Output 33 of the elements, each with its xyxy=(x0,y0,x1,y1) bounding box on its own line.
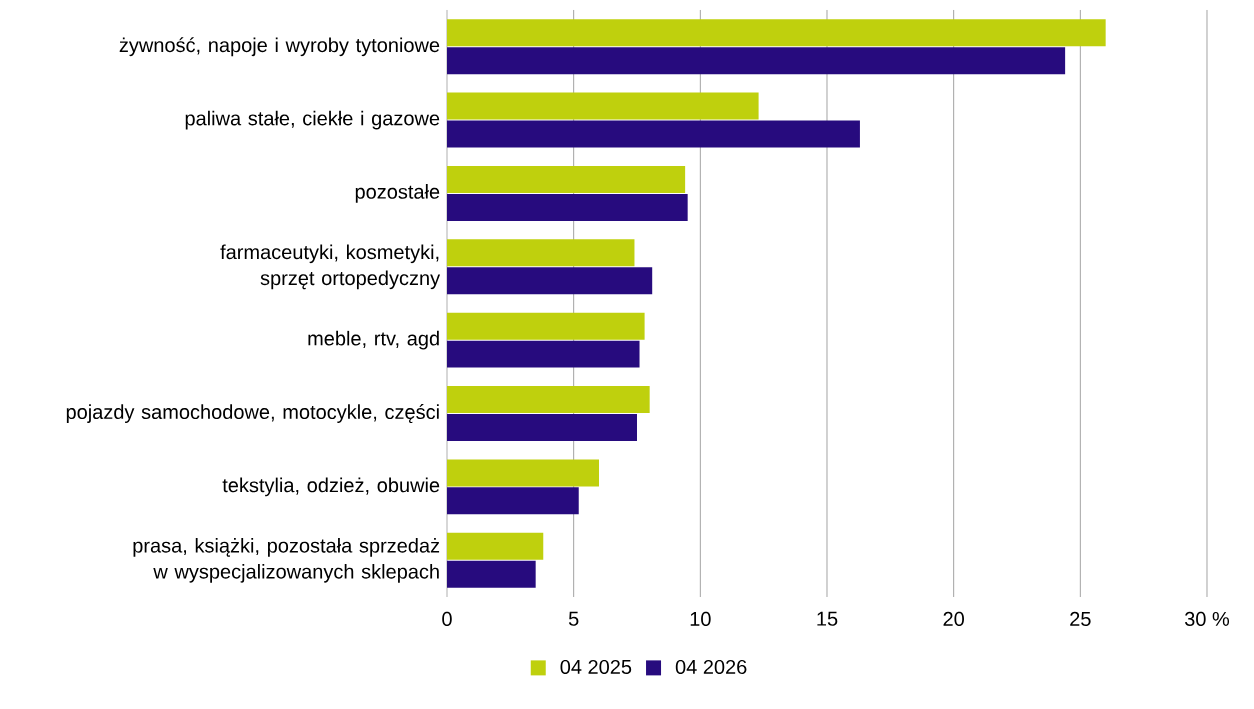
x-tick-label: 15 xyxy=(817,611,838,626)
y-tick-label: farmaceutyki, kosmetyki, sprzęt ortopedyczny xyxy=(220,244,441,290)
bar xyxy=(447,193,688,221)
x-tick-label: 30 % xyxy=(1184,611,1230,627)
legend-label: 04 2026 xyxy=(675,659,747,675)
y-tick-label: pozostałe xyxy=(355,184,440,203)
bar xyxy=(447,340,640,368)
bar xyxy=(447,532,544,560)
bar xyxy=(447,92,759,120)
bar xyxy=(447,386,650,414)
legend-label: 04 2025 xyxy=(560,659,632,675)
bar xyxy=(447,459,599,487)
bar xyxy=(447,120,860,148)
bar xyxy=(447,487,579,515)
y-tick-label: paliwa stałe, ciekłe i gazowe xyxy=(185,110,440,130)
x-tick-label: 10 xyxy=(690,611,711,627)
bar xyxy=(447,19,1106,47)
bar xyxy=(447,312,645,340)
x-tick-label: 0 xyxy=(442,611,452,627)
bar xyxy=(447,560,536,588)
bar xyxy=(447,414,637,441)
y-tick-label: żywność, napoje i wyroby tytoniowe xyxy=(119,37,440,57)
bar xyxy=(447,166,686,193)
x-tick-label: 25 xyxy=(1070,611,1091,627)
y-tick-label: meble, rtv, agd xyxy=(308,330,439,350)
y-tick-label: tekstylia, odzież, obuwie xyxy=(222,477,440,497)
bar xyxy=(447,47,1066,75)
bar xyxy=(447,267,653,295)
y-tick-label: prasa, książki, pozostała sprzedaż w wyspecjalizowanych sklepach xyxy=(133,537,440,583)
y-tick-label: pojazdy samochodowe, motocykle, części xyxy=(66,404,439,424)
x-tick-label: 20 xyxy=(943,611,964,627)
bar xyxy=(447,239,635,267)
x-tick-label: 5 xyxy=(568,611,579,626)
